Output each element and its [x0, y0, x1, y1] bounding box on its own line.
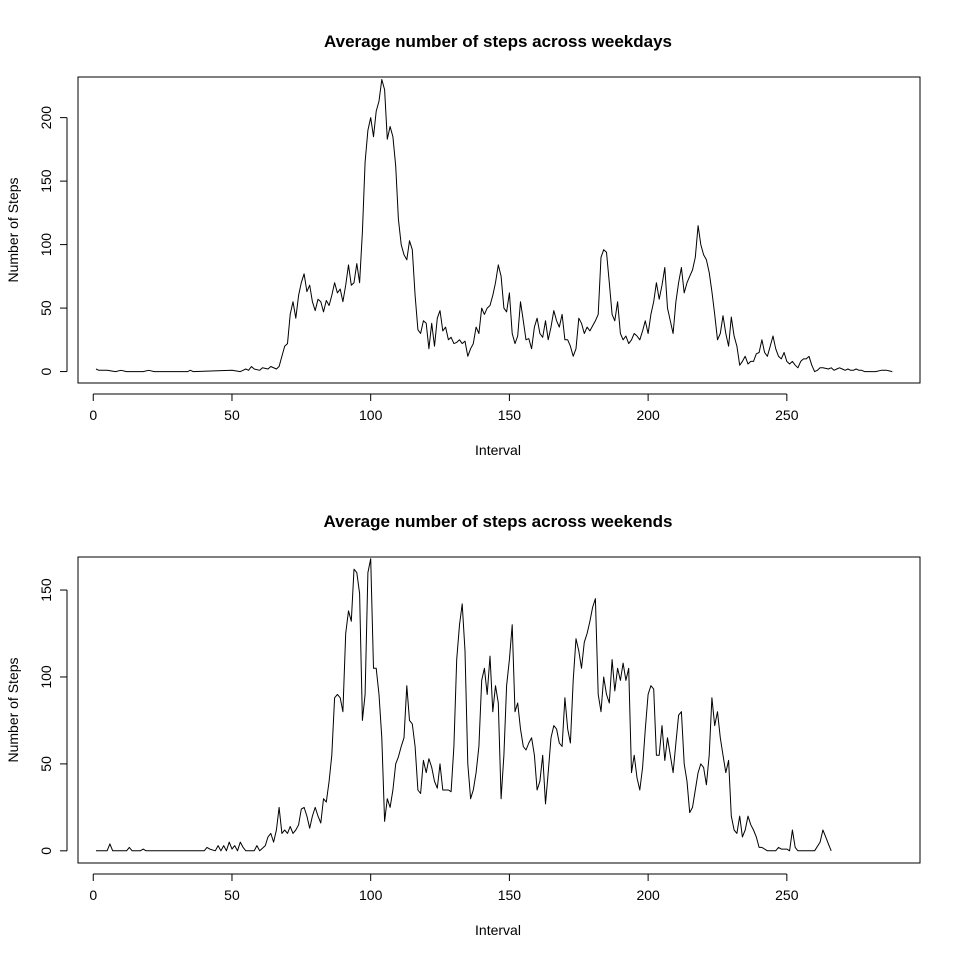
- y-axis-weekends: 0 50 100 150: [38, 578, 68, 855]
- chart-title-weekdays: Average number of steps across weekdays: [324, 32, 672, 51]
- y-tick-label: 0: [38, 847, 54, 855]
- panel-weekends: Average number of steps across weekends …: [5, 512, 921, 938]
- plot-frame-weekdays: [77, 76, 921, 384]
- y-tick-label: 150: [38, 169, 54, 193]
- y-axis-label-weekdays: Number of Steps: [5, 177, 21, 282]
- y-tick-label: 100: [38, 233, 54, 257]
- y-tick-label: 100: [38, 665, 54, 689]
- x-axis-weekdays: 0 50 100 150 200 250: [89, 393, 799, 423]
- y-tick-label: 200: [38, 106, 54, 130]
- y-tick-label: 0: [38, 367, 54, 375]
- y-axis-label-weekends: Number of Steps: [5, 657, 21, 762]
- x-tick-label: 0: [89, 887, 97, 903]
- x-axis-weekends: 0 50 100 150 200 250: [89, 873, 799, 903]
- y-tick-label: 50: [38, 300, 54, 316]
- y-tick-label: 50: [38, 756, 54, 772]
- x-axis-label-weekends: Interval: [475, 922, 521, 938]
- x-tick-label: 150: [498, 407, 522, 423]
- panel-weekdays: Average number of steps across weekdays …: [5, 32, 921, 458]
- plot-frame-weekends: [77, 556, 921, 864]
- series-line-weekends: [96, 558, 832, 852]
- x-axis-label-weekdays: Interval: [475, 442, 521, 458]
- chart-title-weekends: Average number of steps across weekends: [324, 512, 673, 531]
- y-axis-weekdays: 0 50 100 150 200: [38, 106, 68, 375]
- x-tick-label: 50: [224, 407, 240, 423]
- x-tick-label: 200: [636, 887, 660, 903]
- x-tick-label: 100: [359, 887, 383, 903]
- series-line-weekdays: [95, 79, 893, 373]
- x-tick-label: 200: [636, 407, 660, 423]
- x-tick-label: 100: [359, 407, 383, 423]
- x-tick-label: 250: [775, 407, 799, 423]
- x-tick-label: 0: [89, 407, 97, 423]
- x-tick-label: 250: [775, 887, 799, 903]
- x-tick-label: 150: [498, 887, 522, 903]
- y-tick-label: 150: [38, 578, 54, 602]
- x-tick-label: 50: [224, 887, 240, 903]
